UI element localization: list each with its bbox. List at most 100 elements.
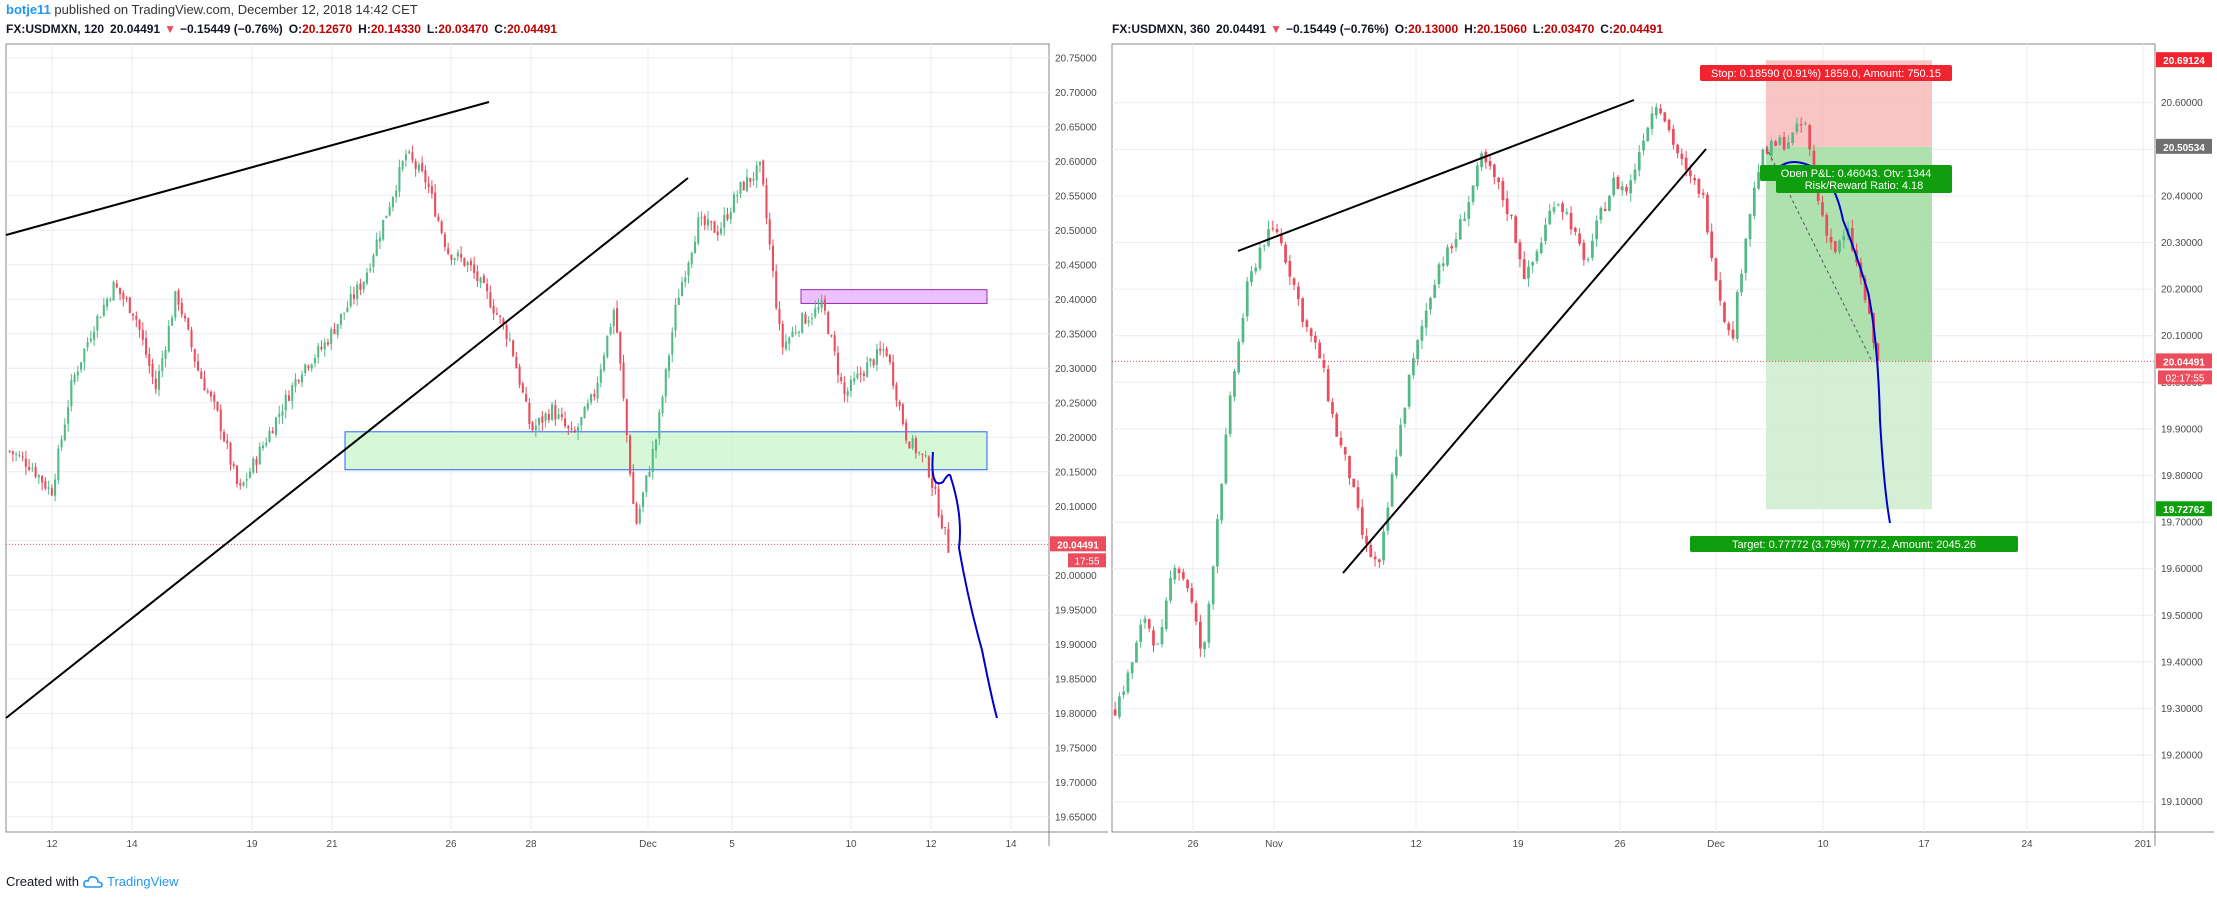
candle-body [28,466,31,470]
candle-body [1416,340,1420,360]
candle-body [112,281,115,301]
time-tick-label: 12 [925,839,937,850]
candle-body [86,342,89,348]
candle-body [469,260,472,266]
candle-body [534,425,537,431]
candle-body [391,197,394,208]
chart-right-time-axis: 26 Nov 12 19 26 Dec 10 17 24 201 [1187,839,2151,850]
price-tick-label: 20.20000 [1055,433,1097,444]
candle-body [47,487,50,489]
candle-body [616,308,619,333]
candle-body [495,313,498,315]
time-tick-label: 21 [326,839,338,850]
rr-label: Risk/Reward Ratio: 4.18 [1805,180,1924,192]
candle-body [278,413,281,417]
candle-body [879,348,882,351]
chart-left-time-axis: 12 14 19 21 26 28 Dec 5 10 12 14 [46,839,1017,850]
price-tick-label: 19.65000 [1055,812,1097,823]
candle-body [274,417,278,435]
candle-body [1544,224,1547,242]
candle-body [89,338,92,341]
candle-body [80,362,83,370]
candle-body [31,468,34,470]
candle-body [547,413,550,421]
candle-body [356,284,359,300]
price-tick-label: 20.15000 [1055,467,1097,478]
candle-body [931,477,934,488]
publication-header: botje11 published on TradingView.com, De… [0,0,2217,20]
candle-body [573,430,576,432]
candle-body [557,414,560,419]
candle-body [1326,369,1330,402]
candle-body [1731,329,1735,339]
candle-body [771,245,775,271]
candle-body [1693,178,1697,181]
candle-body [109,299,112,301]
candle-body [378,237,381,242]
candle-body [170,317,174,326]
candle-body [758,161,762,166]
candle-body [122,293,125,299]
candle-body [502,318,505,325]
candle-body [853,378,856,382]
candle-body [1522,259,1526,280]
footer-brand[interactable]: TradingView [106,874,179,889]
candle-body [1454,239,1458,248]
chart-right-grid [1112,44,2155,832]
time-tick-label: 10 [845,839,857,850]
chart-right-symbol-bar: FX:USDMXN, 360 20.04491 ▼ −0.15449 (−0.76%)… [1112,22,1663,36]
price-tick-label: 19.20000 [2161,751,2203,762]
time-tick-label: 28 [525,839,537,850]
candle-body [895,384,898,401]
candle-body [411,152,414,161]
chart-right-zones [1766,60,1932,510]
candle-body [1599,207,1603,220]
candle-body [544,413,547,422]
candle-body [1821,202,1824,216]
candle-body [310,364,313,369]
price-tick-label: 19.70000 [2161,518,2203,529]
candle-body [1245,281,1249,317]
candle-body [775,271,778,308]
candle-body [629,435,632,474]
time-tick-label: 14 [126,839,138,850]
candle-body [1535,251,1539,262]
candle-body [1769,140,1773,156]
candle-body [70,380,73,406]
price-tick-label: 20.40000 [1055,295,1097,306]
candle-body [1863,278,1867,300]
candle-body [641,492,645,508]
candle-body [1561,203,1564,213]
price-tick-label: 20.65000 [1055,122,1097,133]
candle-body [447,248,450,254]
candle-body [869,358,872,362]
candle-body [408,151,411,154]
candle-body [560,414,563,418]
candle-body [76,371,79,376]
candle-body [352,294,355,299]
candle-body [385,215,388,219]
candle-body [1774,141,1777,146]
time-tick-label: 5 [729,839,735,850]
candle-body [1714,258,1718,281]
candle-body [677,297,680,305]
candle-body [846,391,849,396]
candle-body [1450,246,1454,249]
candle-body [125,298,128,300]
projected-path [931,451,998,719]
candle-body [528,402,531,424]
candle-body [1373,556,1377,560]
candle-body [1838,240,1841,252]
candle-body [606,335,609,357]
candle-body [1147,619,1151,629]
candle-body [888,354,891,363]
candle-body [1480,153,1483,168]
author-link[interactable]: botje11 [6,2,51,17]
candle-body [505,325,508,340]
candle-body [1782,137,1786,150]
candle-body [15,454,18,456]
rr-label-bg [1776,177,1952,193]
time-tick-label: 12 [1410,839,1422,850]
candle-body [401,161,404,169]
candle-body [1765,149,1769,154]
